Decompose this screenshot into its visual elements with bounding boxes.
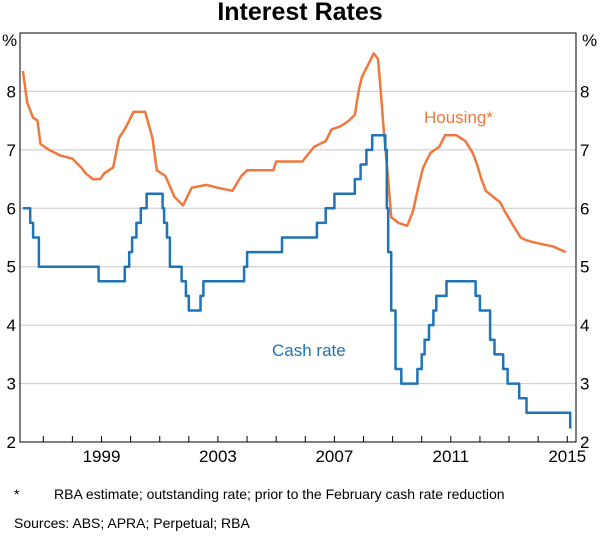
axis-labels: 2 2 3 3 4 4 5 5 6 6 7 7 8 8 1999 2003 2007 2011 2015 <box>7 82 590 466</box>
series-lines <box>21 52 572 429</box>
cash-rate-line <box>22 134 572 429</box>
footnote-text: RBA estimate; outstanding rate; prior to… <box>54 486 505 502</box>
y-tick-label-right: 2 <box>580 433 589 452</box>
plot-frame <box>19 32 577 443</box>
y-tick-label-left: 6 <box>7 199 16 218</box>
cash-rate-series-label: Cash rate <box>272 341 346 360</box>
y-tick-label-right: 7 <box>580 141 589 160</box>
x-tick-label: 1999 <box>83 447 121 466</box>
x-tick-marks <box>42 436 568 442</box>
y-tick-label-right: 4 <box>580 316 589 335</box>
y-tick-label-left: 3 <box>7 375 16 394</box>
sources-note: Sources: ABS; APRA; Perpetual; RBA <box>14 515 250 531</box>
chart-title: Interest Rates <box>217 0 382 26</box>
x-tick-label: 2003 <box>199 447 237 466</box>
y-tick-label-right: 3 <box>580 375 589 394</box>
y-tick-label-left: 2 <box>7 433 16 452</box>
y-tick-label-left: 7 <box>7 141 16 160</box>
footnote-row: * RBA estimate; outstanding rate; prior … <box>14 486 584 503</box>
footnote-marker: * <box>14 486 20 502</box>
x-tick-label: 2011 <box>433 447 470 466</box>
y-tick-label-left: 8 <box>7 82 16 101</box>
y-tick-label-left: 4 <box>7 316 16 335</box>
left-unit-label: % <box>2 31 17 50</box>
x-tick-label: 2007 <box>315 447 353 466</box>
footnotes: * RBA estimate; outstanding rate; prior … <box>14 486 584 532</box>
right-unit-label: % <box>582 31 597 50</box>
gridlines <box>20 90 576 385</box>
y-tick-label-right: 5 <box>580 258 589 277</box>
housing-rate-line <box>21 52 567 254</box>
y-tick-label-left: 5 <box>7 258 16 277</box>
y-tick-label-right: 8 <box>580 82 589 101</box>
housing-series-label: Housing* <box>424 108 493 127</box>
x-tick-label: 2015 <box>548 447 586 466</box>
y-tick-label-right: 6 <box>580 199 589 218</box>
